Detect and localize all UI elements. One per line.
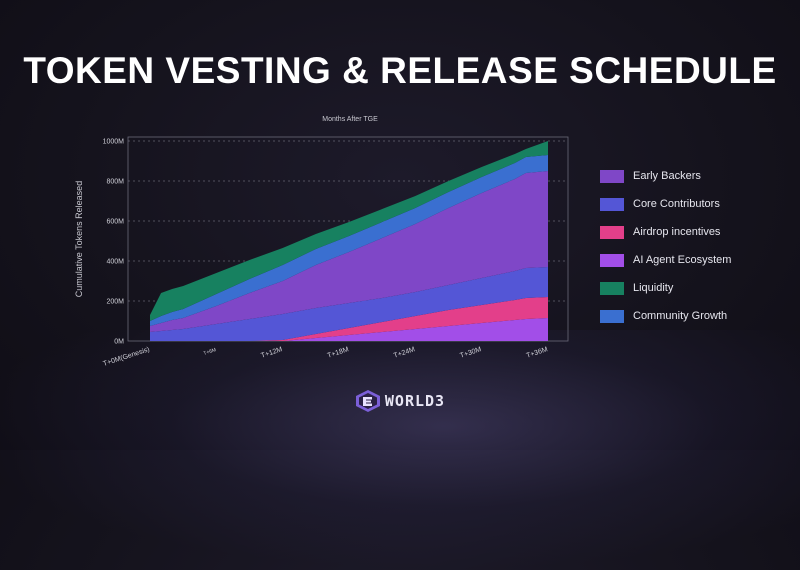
y-tick-label: 600M xyxy=(106,219,124,226)
legend: Early Backers Core Contributors Airdrop in… xyxy=(600,162,731,330)
legend-item-core-contributors: Core Contributors xyxy=(600,190,731,218)
legend-item-early-backers: Early Backers xyxy=(600,162,731,190)
legend-swatch xyxy=(600,169,624,183)
y-tick-label: 400M xyxy=(106,259,124,266)
area-liquidity xyxy=(150,141,548,321)
y-tick-label: 200M xyxy=(106,299,124,306)
y-tick-label: 800M xyxy=(106,179,124,186)
y-axis-label: Cumulative Tokens Released xyxy=(74,181,84,297)
legend-label: AI Agent Ecosystem xyxy=(633,254,732,266)
page-title: TOKEN VESTING & RELEASE SCHEDULE xyxy=(23,50,777,91)
legend-label: Core Contributors xyxy=(633,198,720,210)
legend-item-ai-agent-ecosystem: AI Agent Ecosystem xyxy=(600,246,731,274)
legend-swatch xyxy=(600,225,624,239)
logo: WORLD3 xyxy=(0,389,800,413)
x-tick-label: T+24M xyxy=(393,346,416,360)
x-tick-label: T+18M xyxy=(327,346,350,360)
legend-label: Liquidity xyxy=(633,282,674,294)
legend-swatch xyxy=(600,281,624,295)
area-ai-agent-ecosystem xyxy=(150,318,548,341)
legend-swatch xyxy=(600,253,624,267)
areas xyxy=(150,141,548,341)
legend-label: Airdrop incentives xyxy=(633,226,721,238)
area-chart: 0M 200M 400M 600M 800M 1000M Cumulative Tokens… xyxy=(74,136,569,368)
axis-labels: 0M 200M 400M 600M 800M 1000M Cumulative Tokens… xyxy=(74,139,549,368)
y-tick-label: 1000M xyxy=(103,139,125,146)
world3-logo-icon xyxy=(355,390,380,412)
logo-text: WORLD3 xyxy=(384,392,446,410)
area-early-backers xyxy=(150,171,548,332)
chart-title: Months After TGE xyxy=(322,116,378,123)
area-community-growth xyxy=(150,155,548,326)
area-airdrop-incentives xyxy=(150,297,548,341)
legend-item-community-growth: Community Growth xyxy=(600,302,731,330)
x-tick-label: T+12M xyxy=(260,346,283,360)
legend-swatch xyxy=(600,197,624,211)
legend-label: Community Growth xyxy=(633,310,728,322)
legend-item-liquidity: Liquidity xyxy=(600,274,731,302)
x-tick-label: T+30M xyxy=(459,346,482,360)
y-tick-label: 0M xyxy=(114,339,124,346)
x-tick-label: T+36M xyxy=(526,346,549,360)
legend-label: Early Backers xyxy=(633,170,701,182)
legend-item-airdrop-incentives: Airdrop incentives xyxy=(600,218,731,246)
area-core-contributors xyxy=(150,267,548,341)
legend-swatch xyxy=(600,309,624,323)
x-tick-label: T+6M xyxy=(203,347,217,357)
x-tick-label: T+0M(Genesis) xyxy=(102,346,150,368)
